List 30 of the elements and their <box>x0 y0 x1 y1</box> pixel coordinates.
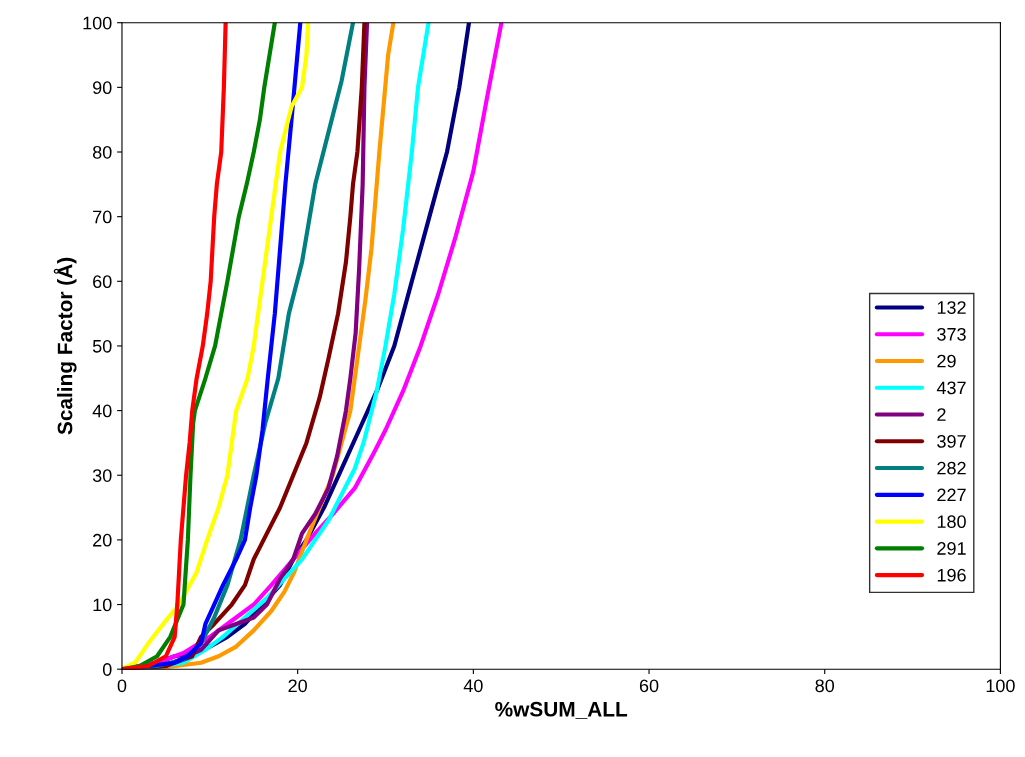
legend-label: 282 <box>937 461 966 475</box>
x-tick-label: 80 <box>815 679 835 693</box>
x-axis-title: %wSUM_ALL <box>495 701 628 719</box>
y-tick-label: 40 <box>92 404 112 418</box>
legend-label: 373 <box>937 327 966 341</box>
legend-label: 29 <box>937 354 956 368</box>
x-tick-label: 40 <box>463 679 483 693</box>
y-tick-label: 20 <box>93 533 112 547</box>
y-tick-label: 90 <box>93 81 112 95</box>
legend-label: 2 <box>937 408 946 421</box>
legend-label: 291 <box>937 542 966 555</box>
legend-label: 227 <box>937 488 966 502</box>
x-tick-label: 0 <box>117 679 127 693</box>
y-tick-label: 50 <box>92 339 112 353</box>
x-tick-label: 60 <box>639 679 659 693</box>
y-axis-title: Scaling Factor (Å) <box>53 257 77 435</box>
legend-label: 437 <box>936 381 966 395</box>
legend-label: 397 <box>937 434 966 448</box>
x-tick-label: 100 <box>986 679 1015 693</box>
y-tick-label: 70 <box>93 210 112 224</box>
y-tick-label: 100 <box>83 16 112 30</box>
y-tick-label: 0 <box>102 663 112 676</box>
legend-label: 196 <box>937 568 966 582</box>
y-tick-label: 30 <box>92 469 112 482</box>
x-tick-label: 20 <box>288 679 307 693</box>
y-tick-label: 60 <box>93 275 112 289</box>
legend-label: 132 <box>937 301 966 314</box>
legend-label: 180 <box>937 515 966 529</box>
y-tick-label: 80 <box>92 145 112 159</box>
y-tick-label: 10 <box>93 598 112 612</box>
